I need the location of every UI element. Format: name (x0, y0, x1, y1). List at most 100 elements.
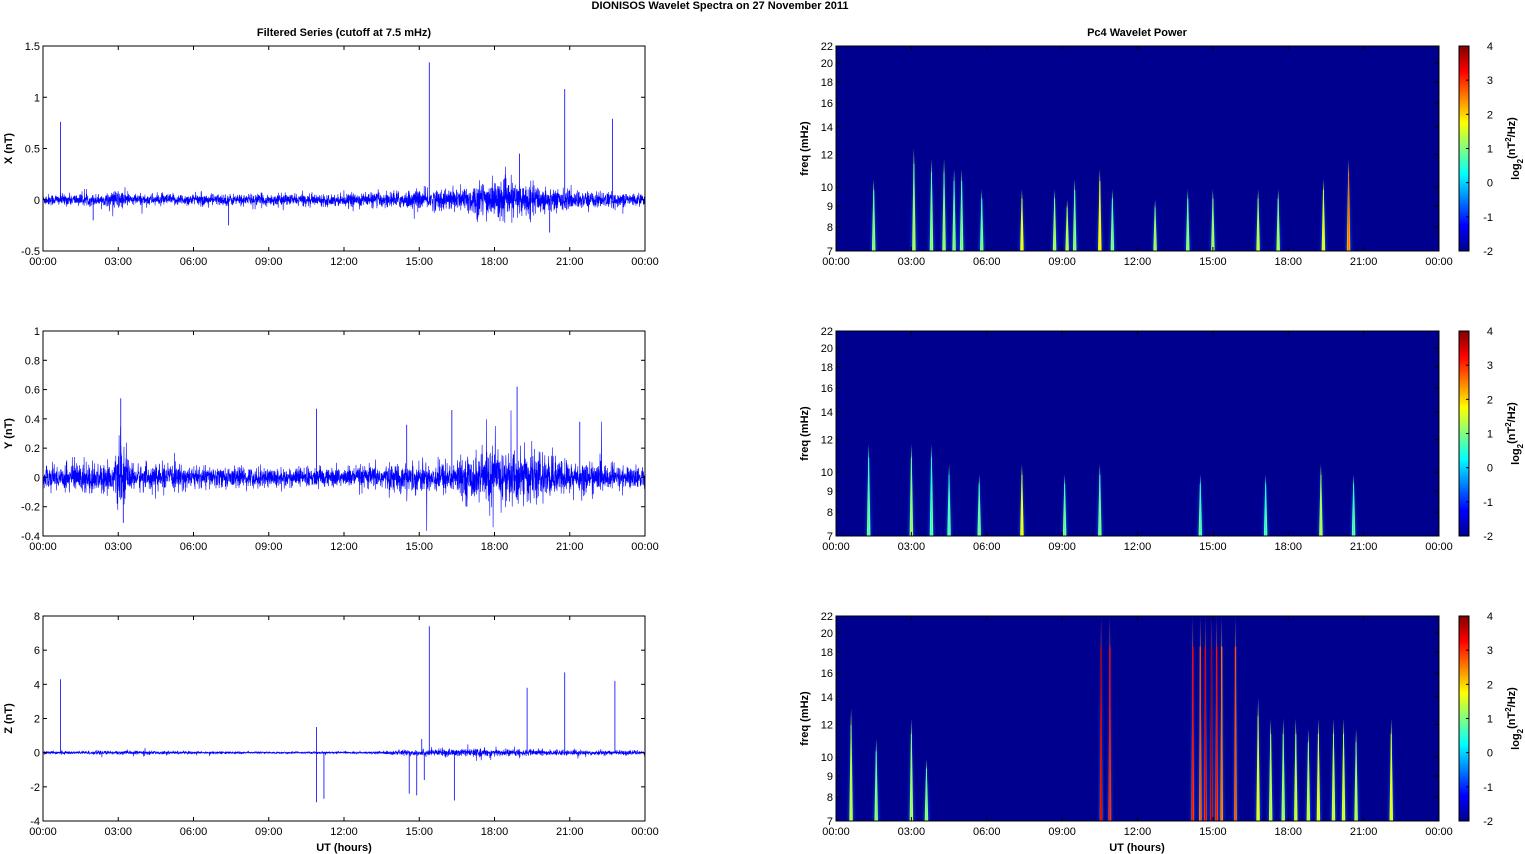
freq-tick-label: 9 (827, 486, 833, 498)
colorbar-tick-label: 4 (1487, 611, 1493, 623)
spectrum-xtick-label: 06:00 (973, 826, 1001, 838)
spectrum-event (1063, 199, 1071, 251)
spectrum-events (870, 148, 1352, 251)
ytick-label: 6 (34, 645, 40, 657)
spectrum-xtick-label: 09:00 (1048, 541, 1076, 553)
series-xtick-label: 21:00 (556, 256, 584, 268)
ytick-label: 1 (34, 92, 40, 104)
freq-tick-label: 7 (827, 531, 833, 543)
spectrum-background (836, 331, 1439, 536)
spectrum-event (1280, 718, 1287, 821)
series-xtick-label: 03:00 (104, 256, 132, 268)
figure-title: DIONISOS Wavelet Spectra on 27 November … (592, 0, 849, 12)
spectrum-events (847, 616, 1395, 821)
colorbar-label-part: /Hz) (1506, 402, 1518, 423)
spectrum-event (1151, 199, 1159, 251)
spectrum-xtick-label: 00:00 (822, 256, 850, 268)
spectrum-event (940, 158, 948, 251)
ytick-label: 8 (34, 611, 40, 623)
spectrum-xtick-label: 06:00 (973, 541, 1001, 553)
freq-ylabel: freq (mHz) (799, 121, 811, 176)
series-xtick-label: 03:00 (104, 541, 132, 553)
freq-tick-label: 22 (821, 326, 833, 338)
spectrum-xtick-label: 00:00 (822, 826, 850, 838)
spectrum-event (847, 708, 855, 821)
spectrum-xtick-label: 00:00 (822, 541, 850, 553)
ytick-label: 0 (34, 748, 40, 760)
colorbar-label: log2(nT2/Hz) (1504, 402, 1525, 465)
freq-tick-label: 8 (827, 792, 833, 804)
freq-tick-label: 12 (821, 150, 833, 162)
spectrum-xtick-label: 15:00 (1199, 541, 1227, 553)
colorbar-tick-label: -1 (1483, 497, 1493, 509)
colorbar-tick-label: 1 (1487, 429, 1493, 441)
spectrum-background (836, 616, 1439, 821)
series-xtick-label: 12:00 (330, 256, 358, 268)
freq-tick-label: 14 (821, 407, 833, 419)
freq-tick-label: 16 (821, 668, 833, 680)
freq-tick-label: 9 (827, 771, 833, 783)
freq-tick-label: 10 (821, 752, 833, 764)
series-xtick-label: 15:00 (405, 826, 433, 838)
spectrum-event (1197, 474, 1204, 536)
spectrum-event (1061, 474, 1068, 536)
freq-tick-label: 16 (821, 383, 833, 395)
spectrum-event (1340, 718, 1347, 821)
series-xtick-label: 18:00 (481, 256, 509, 268)
colorbar-label: log2(nT2/Hz) (1504, 687, 1525, 750)
spectrum-xtick-label: 00:00 (1425, 541, 1453, 553)
series-xtick-label: 00:00 (29, 256, 57, 268)
ytick-label: 2 (34, 714, 40, 726)
spectrum-event (870, 179, 877, 251)
freq-tick-label: 9 (827, 201, 833, 213)
colorbar-label-part: log (1510, 163, 1522, 180)
spectrum-event (928, 443, 935, 536)
freq-tick-label: 8 (827, 507, 833, 519)
series-xtick-label: 21:00 (556, 826, 584, 838)
spectrum-event (1267, 718, 1274, 821)
spectrum-event (945, 464, 953, 536)
series-ylabel: X (nT) (3, 133, 15, 164)
freq-tick-label: 14 (821, 122, 833, 134)
ytick-label: -2 (30, 782, 40, 794)
series-xtick-label: 06:00 (180, 256, 208, 268)
series-xtick-label: 09:00 (255, 541, 283, 553)
spectrum-xtick-label: 21:00 (1350, 256, 1378, 268)
spectrum-event (1071, 179, 1078, 251)
freq-ylabel: freq (mHz) (799, 691, 811, 746)
series-trace (42, 410, 646, 531)
spectrum-xtick-label: 12:00 (1124, 541, 1152, 553)
ytick-label: -0.2 (21, 502, 40, 514)
colorbar-label: log2(nT2/Hz) (1504, 117, 1525, 180)
colorbar-tick-label: -1 (1483, 212, 1493, 224)
spectrum-event (1202, 616, 1208, 821)
colorbar-label-part: 2 (1504, 707, 1513, 712)
spectrum-xtick-label: 03:00 (898, 256, 926, 268)
freq-ylabel: freq (mHz) (799, 406, 811, 461)
spectrum-event (1107, 616, 1113, 821)
freq-tick-label: 10 (821, 182, 833, 194)
colorbar-tick-label: -2 (1483, 816, 1493, 828)
series-trace (42, 166, 646, 223)
series-trace (42, 744, 646, 761)
right-column-title: Pc4 Wavelet Power (1087, 27, 1188, 39)
colorbar-tick-label: 3 (1487, 645, 1493, 657)
spectrum-xtick-label: 03:00 (898, 541, 926, 553)
spectrum-event (923, 759, 930, 821)
axes-box (42, 45, 646, 252)
spectrum-event (1254, 698, 1262, 821)
spectrum-xtick-label: 18:00 (1274, 826, 1302, 838)
colorbar-tick-label: 2 (1487, 394, 1493, 406)
freq-tick-label: 8 (827, 222, 833, 234)
series-xtick-label: 06:00 (180, 826, 208, 838)
colorbar-label-part: (nT (1506, 712, 1518, 729)
left-column-title: Filtered Series (cutoff at 7.5 mHz) (257, 27, 432, 39)
freq-tick-label: 12 (821, 720, 833, 732)
spectrum-xtick-label: 09:00 (1048, 826, 1076, 838)
spectrum-event (1352, 728, 1360, 821)
spectrum-xtick-label: 12:00 (1124, 256, 1152, 268)
spectrum-event (1317, 464, 1325, 536)
freq-tick-label: 20 (821, 628, 833, 640)
freq-tick-label: 20 (821, 58, 833, 70)
colorbar-tick-label: 1 (1487, 714, 1493, 726)
